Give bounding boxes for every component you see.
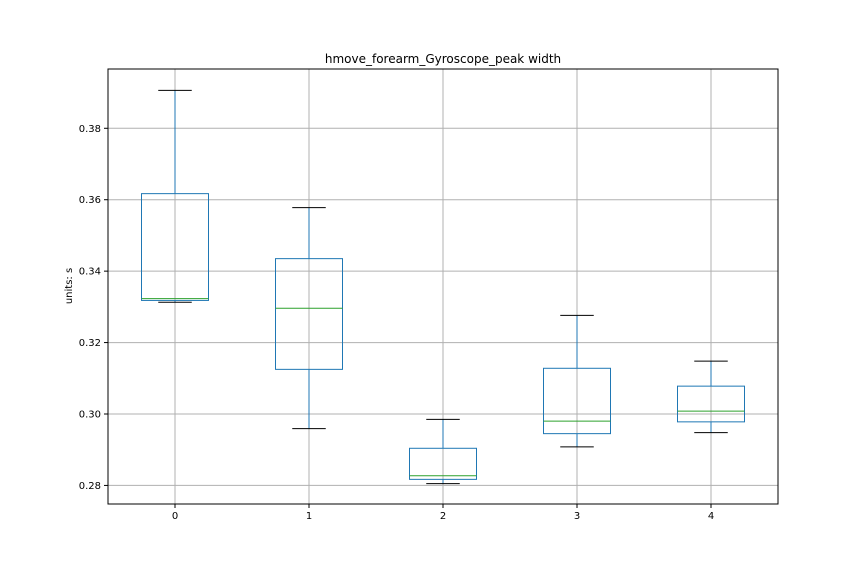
y-tick-label: 0.28 bbox=[79, 481, 101, 492]
y-axis-ticks: 0.28 0.30 0.32 0.34 0.36 0.38 bbox=[79, 124, 108, 492]
box-0 bbox=[141, 89, 209, 303]
x-tick-label: 2 bbox=[440, 511, 446, 522]
x-axis-ticks: 0 1 2 3 4 bbox=[172, 504, 714, 522]
box-4 bbox=[677, 360, 745, 434]
grid-lines bbox=[108, 69, 778, 504]
x-tick-label: 3 bbox=[574, 511, 580, 522]
y-tick-label: 0.38 bbox=[79, 124, 101, 135]
y-axis-label: units: s bbox=[64, 268, 75, 304]
box-3 bbox=[543, 314, 611, 448]
box-2 bbox=[409, 418, 477, 485]
y-tick-label: 0.34 bbox=[79, 267, 101, 278]
box-1 bbox=[275, 207, 343, 430]
iqr-box bbox=[409, 447, 477, 480]
chart-title: hmove_forearm_Gyroscope_peak width bbox=[325, 52, 561, 66]
iqr-box bbox=[677, 385, 745, 423]
iqr-box bbox=[275, 258, 343, 370]
y-tick-label: 0.32 bbox=[79, 338, 101, 349]
iqr-box bbox=[543, 367, 611, 435]
y-tick-label: 0.36 bbox=[79, 195, 101, 206]
x-tick-label: 0 bbox=[172, 511, 178, 522]
y-tick-label: 0.30 bbox=[79, 410, 101, 421]
x-tick-label: 4 bbox=[708, 511, 714, 522]
iqr-box bbox=[141, 193, 209, 301]
x-tick-label: 1 bbox=[306, 511, 312, 522]
box-series bbox=[141, 89, 745, 485]
